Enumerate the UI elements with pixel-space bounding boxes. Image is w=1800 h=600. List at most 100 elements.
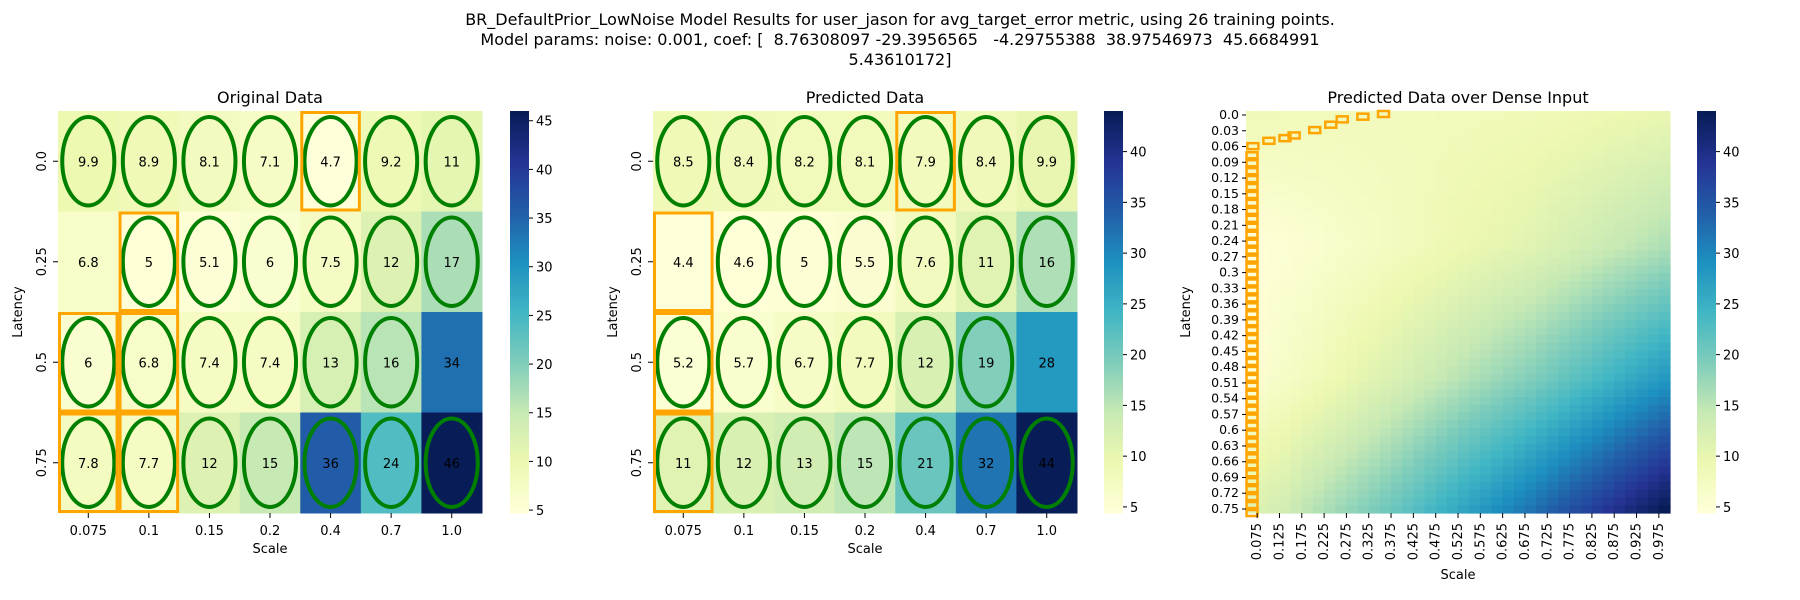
dense-heatmap-cell (1357, 226, 1370, 236)
dense-heatmap-cell (1636, 397, 1649, 406)
dense-heatmap-cell (1647, 443, 1660, 452)
dense-heatmap-cell (1290, 288, 1303, 298)
dense-heatmap-cell (1324, 466, 1336, 475)
dense-heatmap-cell (1558, 304, 1571, 313)
colorbar-segment (510, 358, 529, 363)
dense-heatmap-cell (1591, 350, 1604, 359)
dense-heatmap-cell (1346, 497, 1359, 506)
dense-heatmap-cell (1324, 358, 1336, 367)
dense-heatmap-cell (1446, 188, 1459, 197)
dense-heatmap-cell (1368, 219, 1381, 228)
colorbar-segment (1697, 281, 1716, 286)
dense-heatmap-cell (1413, 404, 1426, 414)
colorbar-segment (1104, 301, 1123, 306)
dense-heatmap-cell (1603, 149, 1615, 158)
dense-heatmap-cell (1603, 319, 1615, 329)
dense-heatmap-cell (1603, 265, 1615, 274)
colorbar-segment (1697, 245, 1716, 249)
dense-heatmap-cell (1290, 296, 1303, 305)
dense-heatmap-cell (1502, 342, 1515, 352)
dense-heatmap-cell (1346, 381, 1359, 390)
dense-heatmap-cell (1547, 350, 1560, 359)
colorbar-segment (1104, 171, 1123, 176)
dense-heatmap-cell (1591, 412, 1604, 421)
dense-heatmap-cell (1424, 443, 1437, 452)
dense-heatmap-cell (1580, 443, 1593, 452)
minimum-box (653, 211, 714, 312)
dense-heatmap-cell (1413, 111, 1426, 120)
dense-heatmap-cell (1335, 211, 1348, 220)
dense-heatmap-cell (1335, 435, 1348, 445)
dense-heatmap-cell (1614, 111, 1626, 120)
dense-heatmap-cell (1290, 358, 1303, 367)
dense-heatmap-cell (1379, 350, 1392, 359)
dense-heatmap-cell (1614, 366, 1626, 375)
dense-heatmap-cell (1257, 427, 1269, 437)
dense-heatmap-cell (1391, 335, 1403, 344)
dense-heatmap-cell (1335, 172, 1348, 182)
dense-heatmap-cell (1268, 397, 1281, 406)
dense-heatmap-cell (1335, 350, 1348, 359)
dense-heatmap-cell (1491, 366, 1504, 375)
cell-value-label: 12 (917, 356, 934, 371)
dense-heatmap-cell (1502, 118, 1515, 128)
dense-heatmap-cell (1391, 203, 1403, 213)
dense-heatmap-cell (1312, 358, 1325, 367)
dense-heatmap-cell (1379, 250, 1392, 259)
dense-heatmap-cell (1458, 427, 1470, 437)
dense-heatmap-cell (1547, 126, 1560, 135)
dense-heatmap-cell (1257, 451, 1269, 460)
dense-heatmap-cell (1603, 420, 1615, 429)
dense-heatmap-cell (1625, 196, 1638, 205)
dense-heatmap-cell (1402, 281, 1414, 290)
dense-heatmap-cell (1547, 288, 1560, 298)
heatmap-cell (895, 211, 957, 313)
dense-heatmap-cell (1279, 304, 1292, 313)
dense-heatmap-cell (1324, 327, 1336, 336)
dense-heatmap-cell (1647, 427, 1660, 437)
colorbar-segment (1697, 358, 1716, 363)
training-point-ring (958, 215, 1015, 308)
colorbar-segment (510, 375, 529, 380)
dense-heatmap-cell (1357, 412, 1370, 421)
dense-heatmap-cell (1591, 126, 1604, 135)
dense-heatmap-cell (1580, 257, 1593, 267)
colorbar-segment (1104, 245, 1123, 249)
dense-heatmap-cell (1268, 319, 1281, 329)
minimum-box (895, 111, 956, 212)
dense-heatmap-cell (1658, 366, 1671, 375)
cell-value-label: 8.1 (199, 155, 220, 170)
dense-heatmap-cell (1569, 250, 1582, 259)
dense-heatmap-cell (1301, 350, 1314, 359)
dense-heatmap-cell (1324, 412, 1336, 421)
colorbar-segment (1104, 144, 1123, 149)
dense-heatmap-cell (1580, 342, 1593, 352)
dense-heatmap-cell (1435, 157, 1448, 166)
dense-heatmap-cell (1558, 342, 1571, 352)
dense-heatmap-cell (1524, 497, 1537, 506)
dense-heatmap-cell (1513, 219, 1526, 228)
dense-heatmap-cell (1536, 489, 1548, 499)
dense-heatmap-cell (1524, 157, 1537, 166)
dense-heatmap-cell (1402, 165, 1414, 174)
colorbar-segment (510, 305, 529, 310)
dense-heatmap-cell (1469, 350, 1481, 359)
dense-heatmap-cell (1513, 443, 1526, 452)
colorbar-segment (1697, 278, 1716, 283)
dense-heatmap-cell (1446, 211, 1459, 220)
dense-heatmap-cell (1469, 111, 1481, 120)
dense-heatmap-cell (1402, 312, 1414, 321)
dense-heatmap-cell (1536, 172, 1548, 182)
x-tick-label: 0.675 (1518, 523, 1533, 560)
dense-heatmap-cell (1368, 342, 1381, 352)
colorbar-segment (510, 442, 529, 447)
dense-heatmap-cell (1536, 458, 1548, 468)
dense-heatmap-cell (1558, 211, 1571, 220)
dense-heatmap-cell (1357, 288, 1370, 298)
dense-heatmap-cell (1391, 141, 1403, 151)
dense-heatmap-cell (1603, 505, 1615, 514)
dense-heatmap-cell (1290, 389, 1303, 398)
colorbar-segment (1697, 134, 1716, 139)
dense-heatmap-cell (1413, 420, 1426, 429)
dense-heatmap-cell (1647, 157, 1660, 166)
